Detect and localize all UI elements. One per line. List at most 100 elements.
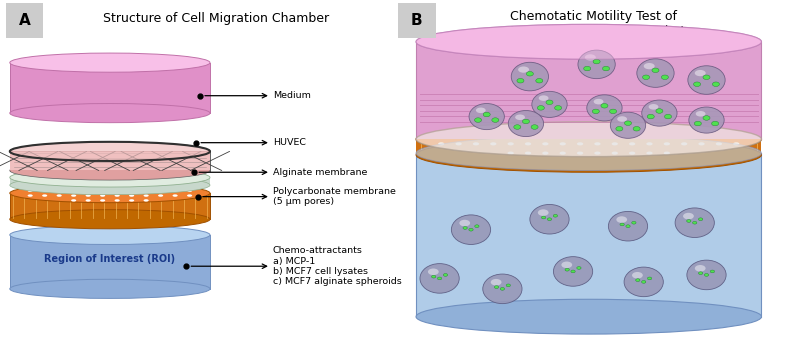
Ellipse shape — [473, 133, 479, 136]
Ellipse shape — [699, 218, 703, 221]
Ellipse shape — [612, 152, 618, 155]
Text: A: A — [19, 13, 30, 29]
Ellipse shape — [546, 100, 553, 105]
Ellipse shape — [9, 104, 210, 123]
Ellipse shape — [699, 272, 703, 275]
Ellipse shape — [637, 59, 674, 87]
Ellipse shape — [158, 190, 163, 192]
Ellipse shape — [577, 152, 583, 155]
Ellipse shape — [565, 268, 569, 271]
Ellipse shape — [129, 199, 134, 201]
Ellipse shape — [636, 279, 640, 282]
Ellipse shape — [593, 59, 601, 64]
Ellipse shape — [115, 194, 119, 197]
Ellipse shape — [506, 284, 510, 287]
Ellipse shape — [609, 109, 617, 113]
Ellipse shape — [9, 184, 210, 203]
Ellipse shape — [491, 279, 502, 285]
Ellipse shape — [9, 279, 210, 298]
Ellipse shape — [463, 227, 467, 229]
Ellipse shape — [692, 221, 697, 224]
Ellipse shape — [144, 190, 148, 192]
Ellipse shape — [675, 208, 714, 237]
Ellipse shape — [515, 114, 525, 120]
FancyBboxPatch shape — [416, 139, 761, 155]
Ellipse shape — [518, 66, 529, 73]
Ellipse shape — [9, 161, 210, 180]
Ellipse shape — [681, 142, 688, 145]
Ellipse shape — [129, 185, 134, 187]
Ellipse shape — [601, 104, 608, 108]
Ellipse shape — [455, 133, 462, 136]
Ellipse shape — [688, 66, 725, 94]
Ellipse shape — [594, 152, 601, 155]
Ellipse shape — [656, 109, 663, 113]
Ellipse shape — [129, 194, 134, 197]
Ellipse shape — [187, 190, 192, 192]
Ellipse shape — [532, 92, 567, 118]
Ellipse shape — [144, 194, 148, 197]
Ellipse shape — [694, 121, 702, 126]
Ellipse shape — [642, 75, 650, 79]
Ellipse shape — [535, 79, 542, 83]
Ellipse shape — [115, 190, 119, 192]
Ellipse shape — [646, 152, 652, 155]
Ellipse shape — [663, 133, 670, 136]
Ellipse shape — [560, 152, 566, 155]
Ellipse shape — [554, 106, 562, 110]
Ellipse shape — [537, 106, 545, 110]
Ellipse shape — [641, 280, 646, 283]
Ellipse shape — [696, 111, 706, 117]
Ellipse shape — [629, 133, 635, 136]
Ellipse shape — [525, 152, 531, 155]
Ellipse shape — [704, 274, 709, 276]
Ellipse shape — [542, 124, 549, 127]
Ellipse shape — [511, 62, 549, 91]
Ellipse shape — [594, 124, 601, 127]
Ellipse shape — [710, 270, 714, 273]
Ellipse shape — [577, 142, 583, 145]
Ellipse shape — [416, 24, 761, 59]
Ellipse shape — [173, 190, 177, 192]
Text: Structure of Cell Migration Chamber: Structure of Cell Migration Chamber — [103, 12, 329, 25]
Ellipse shape — [648, 277, 652, 280]
Ellipse shape — [86, 194, 91, 197]
FancyBboxPatch shape — [10, 193, 210, 219]
Ellipse shape — [547, 218, 552, 221]
Ellipse shape — [416, 299, 761, 334]
Ellipse shape — [646, 133, 652, 136]
Ellipse shape — [27, 194, 33, 197]
Ellipse shape — [594, 133, 601, 136]
Ellipse shape — [71, 190, 76, 192]
Ellipse shape — [633, 126, 641, 131]
Ellipse shape — [469, 228, 473, 231]
Ellipse shape — [27, 190, 33, 192]
FancyBboxPatch shape — [6, 3, 43, 38]
Ellipse shape — [689, 107, 724, 133]
Ellipse shape — [695, 70, 706, 76]
Ellipse shape — [687, 260, 726, 290]
Ellipse shape — [523, 119, 530, 124]
Ellipse shape — [703, 75, 710, 79]
Ellipse shape — [437, 277, 442, 280]
Ellipse shape — [491, 118, 499, 122]
Ellipse shape — [508, 124, 514, 127]
Ellipse shape — [57, 194, 62, 197]
Ellipse shape — [115, 199, 119, 201]
FancyBboxPatch shape — [416, 42, 761, 139]
Text: Region of Interest (ROI): Region of Interest (ROI) — [44, 254, 176, 264]
Ellipse shape — [716, 133, 722, 136]
FancyBboxPatch shape — [10, 152, 210, 170]
Ellipse shape — [71, 199, 76, 201]
Ellipse shape — [716, 142, 722, 145]
Ellipse shape — [593, 99, 604, 104]
Ellipse shape — [513, 125, 521, 129]
Ellipse shape — [444, 274, 447, 276]
Ellipse shape — [699, 142, 705, 145]
Ellipse shape — [57, 190, 62, 192]
Ellipse shape — [115, 185, 119, 187]
Ellipse shape — [560, 124, 566, 127]
Ellipse shape — [530, 205, 569, 234]
Ellipse shape — [129, 190, 134, 192]
Ellipse shape — [100, 199, 105, 201]
